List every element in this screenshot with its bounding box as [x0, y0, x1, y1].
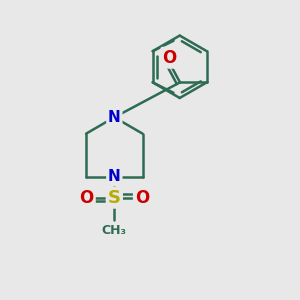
Text: N: N	[108, 169, 121, 184]
Text: N: N	[108, 110, 121, 125]
Text: O: O	[80, 189, 94, 207]
Text: O: O	[163, 49, 177, 67]
Text: S: S	[108, 189, 121, 207]
Text: CH₃: CH₃	[102, 224, 127, 237]
Text: O: O	[135, 189, 149, 207]
